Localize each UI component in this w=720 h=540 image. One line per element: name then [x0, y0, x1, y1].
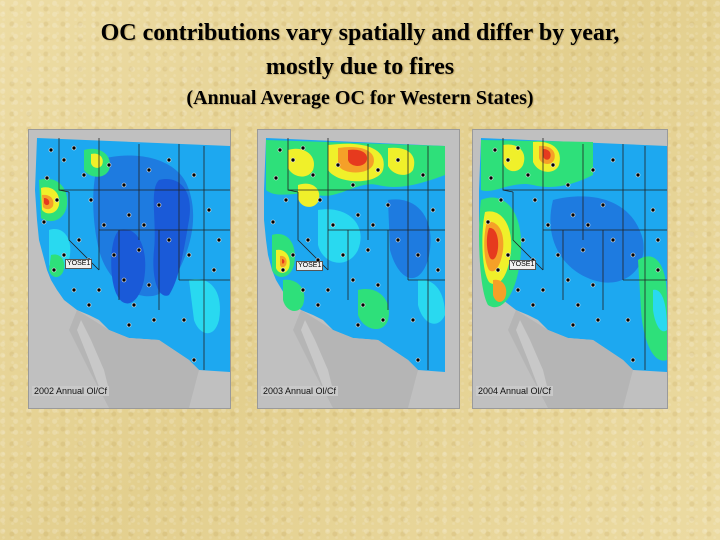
slide-title-line1: OC contributions vary spatially and diff…: [100, 20, 620, 46]
site-label-yose1: YOSE1: [509, 260, 537, 270]
map-caption-2004: 2004 Annual Ol/Cf: [476, 386, 554, 396]
map-2004: YOSE1 2004 Annual Ol/Cf: [473, 130, 667, 408]
map-2002-graphic: [29, 130, 230, 408]
slide-subtitle: (Annual Average OC for Western States): [186, 87, 534, 109]
map-2003: YOSE1 2003 Annual Ol/Cf: [258, 130, 459, 408]
map-2004-graphic: [473, 130, 667, 408]
map-2003-graphic: [258, 130, 459, 408]
slide-title-line2: mostly due to fires: [265, 54, 455, 80]
map-caption-2002: 2002 Annual Ol/Cf: [32, 386, 110, 396]
site-label-yose1: YOSE1: [296, 261, 324, 271]
site-label-yose1: YOSE1: [65, 259, 93, 269]
map-caption-2003: 2003 Annual Ol/Cf: [261, 386, 339, 396]
map-2002: YOSE1 2002 Annual Ol/Cf: [29, 130, 230, 408]
